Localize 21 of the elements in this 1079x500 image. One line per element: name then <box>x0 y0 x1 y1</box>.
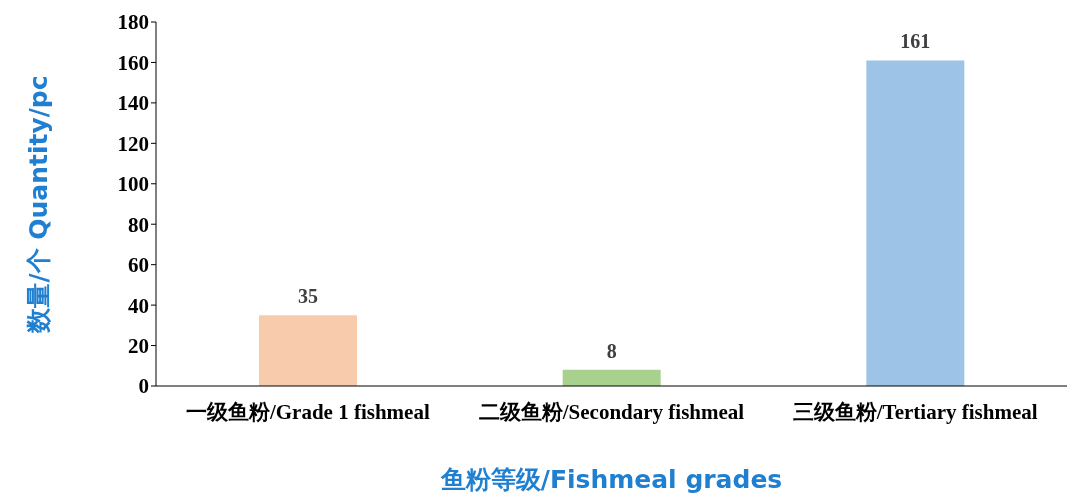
y-tick-label: 60 <box>128 253 149 278</box>
y-tick-label: 40 <box>128 293 149 318</box>
y-tick-label: 160 <box>117 50 149 75</box>
y-tick-label: 0 <box>138 374 149 399</box>
y-axis-title: 数量/个 Quantity/pc <box>23 75 53 334</box>
y-tick-label: 80 <box>128 212 149 237</box>
x-tick-label: 二级鱼粉/Secondary fishmeal <box>478 399 745 424</box>
data-label: 35 <box>298 285 318 308</box>
data-label: 8 <box>606 339 617 362</box>
bar <box>259 315 357 386</box>
y-tick-label: 140 <box>117 91 149 116</box>
y-tick-label: 180 <box>117 10 149 35</box>
x-tick-label: 三级鱼粉/Tertiary fishmeal <box>792 399 1038 424</box>
x-tick-label: 一级鱼粉/Grade 1 fishmeal <box>185 399 430 424</box>
bar <box>866 60 965 386</box>
bar <box>562 369 661 386</box>
data-label: 161 <box>900 30 931 53</box>
y-tick-label: 120 <box>117 131 149 156</box>
x-axis-title: 鱼粉等级/Fishmeal grades <box>439 465 783 494</box>
y-tick-label: 100 <box>117 172 149 197</box>
y-tick-label: 20 <box>128 334 149 359</box>
